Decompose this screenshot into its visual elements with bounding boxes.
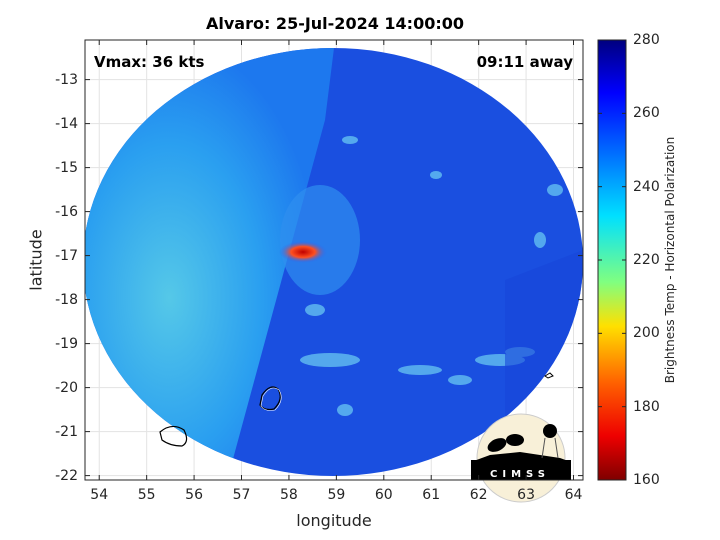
y-tick-label: -16 [55,203,78,220]
colorbar-tick-label: 220 [633,252,660,268]
axes-box [84,39,584,481]
y-tick-label: -18 [55,291,78,308]
colorbar-tick-label: 160 [633,472,660,488]
x-tick-label: 63 [517,487,535,503]
colorbar-tick-label: 260 [633,105,660,122]
x-tick-label: 57 [232,487,251,503]
x-tick-label: 62 [469,487,488,503]
colorbar-label: Brightness Temp - Horizontal Polarizatio… [663,136,677,384]
x-axis-label: longitude [296,511,372,530]
y-tick-label: -17 [55,247,78,264]
y-tick-label: -22 [55,467,78,484]
y-tick-label: -14 [55,115,78,132]
colorbar-tick-label: 240 [633,178,660,195]
x-tick-label: 61 [422,487,441,503]
plot-title: Alvaro: 25-Jul-2024 14:00:00 [205,14,464,33]
colorbar-tick-label: 200 [633,325,660,342]
time-away-label: 09:11 away [476,53,573,71]
y-tick-label: -21 [55,423,78,440]
x-tick-label: 55 [137,487,156,503]
svg-text:CIMSS: CIMSS [490,469,550,480]
island-outline [544,372,554,379]
y-tick-label: -15 [55,159,78,176]
x-tick-label: 58 [280,487,298,503]
x-tick-label: 64 [564,487,583,503]
island-outline [159,425,188,447]
vmax-label: Vmax: 36 kts [94,53,205,71]
x-tick-label: 54 [90,487,109,503]
x-tick-label: 59 [327,487,346,503]
x-tick-label: 56 [185,487,203,503]
colorbar-tick-label: 180 [633,398,660,415]
y-axis-label: latitude [26,229,46,291]
y-tick-label: -20 [55,379,78,396]
hot-spot [279,241,327,263]
x-tick-label: 60 [374,487,393,503]
y-tick-label: -19 [55,335,78,352]
colorbar-tick-label: 280 [633,32,660,48]
island-outline [259,386,281,411]
colorbar [597,39,627,481]
y-tick-label: -13 [55,71,78,88]
brightness-temp-image [85,48,583,476]
